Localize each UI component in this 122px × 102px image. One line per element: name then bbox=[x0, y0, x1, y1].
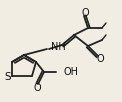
Text: O: O bbox=[81, 8, 89, 18]
Text: NH: NH bbox=[51, 42, 66, 52]
Text: O: O bbox=[33, 83, 41, 93]
Text: O: O bbox=[96, 54, 104, 64]
Text: S: S bbox=[5, 72, 11, 82]
Text: OH: OH bbox=[63, 67, 78, 77]
